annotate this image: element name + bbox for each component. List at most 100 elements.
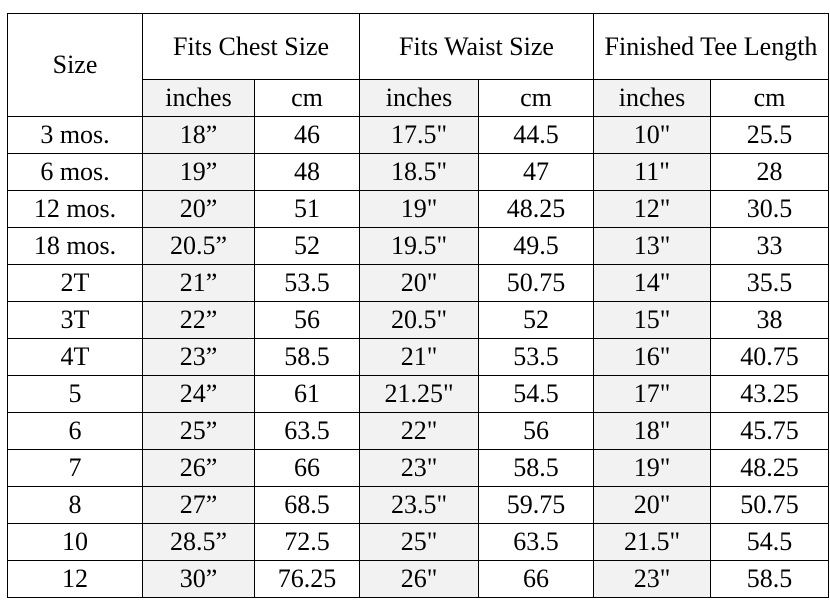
cell-chest-cm: 66 xyxy=(254,449,360,487)
subheader-waist-inches: inches xyxy=(359,79,479,117)
cell-length-inches: 20" xyxy=(593,486,711,524)
cell-chest-cm: 76.25 xyxy=(254,560,360,598)
cell-chest-inches: 20.5” xyxy=(142,227,255,265)
cell-chest-cm: 72.5 xyxy=(254,523,360,561)
cell-waist-cm: 58.5 xyxy=(478,449,594,487)
cell-chest-inches: 27” xyxy=(142,486,255,524)
cell-size: 8 xyxy=(7,486,143,524)
cell-waist-inches: 21.25" xyxy=(359,375,479,413)
cell-waist-inches: 26" xyxy=(359,560,479,598)
cell-length-inches: 12" xyxy=(593,190,711,228)
cell-waist-inches: 20" xyxy=(359,264,479,302)
cell-chest-inches: 28.5” xyxy=(142,523,255,561)
table-row: 10 28.5” 72.5 25" 63.5 21.5" 54.5 xyxy=(7,523,829,561)
cell-waist-cm: 59.75 xyxy=(478,486,594,524)
cell-size: 6 mos. xyxy=(7,153,143,191)
cell-waist-cm: 50.75 xyxy=(478,264,594,302)
cell-length-inches: 16" xyxy=(593,338,711,376)
table-row: 3 mos. 18” 46 17.5" 44.5 10" 25.5 xyxy=(7,116,829,154)
cell-length-inches: 17" xyxy=(593,375,711,413)
cell-waist-cm: 47 xyxy=(478,153,594,191)
cell-waist-cm: 66 xyxy=(478,560,594,598)
cell-length-cm: 54.5 xyxy=(710,523,829,561)
cell-chest-cm: 53.5 xyxy=(254,264,360,302)
cell-length-cm: 30.5 xyxy=(710,190,829,228)
cell-waist-inches: 18.5" xyxy=(359,153,479,191)
subheader-length-cm: cm xyxy=(710,79,829,117)
cell-waist-cm: 44.5 xyxy=(478,116,594,154)
table-row: 5 24” 61 21.25" 54.5 17" 43.25 xyxy=(7,375,829,413)
cell-waist-cm: 56 xyxy=(478,412,594,450)
cell-waist-inches: 23" xyxy=(359,449,479,487)
table-row: 12 30” 76.25 26" 66 23" 58.5 xyxy=(7,560,829,598)
cell-waist-inches: 23.5" xyxy=(359,486,479,524)
header-length: Finished Tee Length xyxy=(593,13,829,80)
cell-size: 3T xyxy=(7,301,143,339)
cell-chest-inches: 23” xyxy=(142,338,255,376)
size-chart-table: Size Fits Chest Size Fits Waist Size Fin… xyxy=(7,13,829,598)
cell-size: 2T xyxy=(7,264,143,302)
subheader-chest-cm: cm xyxy=(254,79,360,117)
cell-chest-cm: 56 xyxy=(254,301,360,339)
cell-chest-inches: 22” xyxy=(142,301,255,339)
cell-size: 6 xyxy=(7,412,143,450)
table-row: 12 mos. 20” 51 19" 48.25 12" 30.5 xyxy=(7,190,829,228)
cell-length-cm: 45.75 xyxy=(710,412,829,450)
header-waist: Fits Waist Size xyxy=(359,13,594,80)
table-body: 3 mos. 18” 46 17.5" 44.5 10" 25.5 6 mos. 19” 48 18… xyxy=(7,116,829,598)
cell-waist-cm: 54.5 xyxy=(478,375,594,413)
cell-length-inches: 18" xyxy=(593,412,711,450)
cell-length-cm: 38 xyxy=(710,301,829,339)
cell-length-inches: 11" xyxy=(593,153,711,191)
cell-length-cm: 33 xyxy=(710,227,829,265)
cell-length-inches: 15" xyxy=(593,301,711,339)
cell-length-cm: 35.5 xyxy=(710,264,829,302)
cell-waist-cm: 49.5 xyxy=(478,227,594,265)
table-row: 4T 23” 58.5 21" 53.5 16" 40.75 xyxy=(7,338,829,376)
cell-waist-cm: 53.5 xyxy=(478,338,594,376)
cell-waist-inches: 22" xyxy=(359,412,479,450)
header-chest: Fits Chest Size xyxy=(142,13,360,80)
cell-length-cm: 43.25 xyxy=(710,375,829,413)
cell-waist-inches: 21" xyxy=(359,338,479,376)
table-row: 18 mos. 20.5” 52 19.5" 49.5 13" 33 xyxy=(7,227,829,265)
cell-size: 10 xyxy=(7,523,143,561)
table-row: 6 25” 63.5 22" 56 18" 45.75 xyxy=(7,412,829,450)
subheader-chest-inches: inches xyxy=(142,79,255,117)
cell-chest-cm: 46 xyxy=(254,116,360,154)
cell-waist-inches: 19" xyxy=(359,190,479,228)
cell-length-cm: 28 xyxy=(710,153,829,191)
cell-size: 7 xyxy=(7,449,143,487)
cell-waist-inches: 25" xyxy=(359,523,479,561)
cell-chest-cm: 52 xyxy=(254,227,360,265)
cell-waist-inches: 20.5" xyxy=(359,301,479,339)
table-row: 3T 22” 56 20.5" 52 15" 38 xyxy=(7,301,829,339)
cell-length-cm: 48.25 xyxy=(710,449,829,487)
header-size: Size xyxy=(7,13,143,117)
cell-size: 4T xyxy=(7,338,143,376)
cell-chest-cm: 63.5 xyxy=(254,412,360,450)
cell-size: 12 mos. xyxy=(7,190,143,228)
cell-length-inches: 19" xyxy=(593,449,711,487)
subheader-length-inches: inches xyxy=(593,79,711,117)
cell-length-cm: 25.5 xyxy=(710,116,829,154)
cell-chest-inches: 30” xyxy=(142,560,255,598)
cell-length-cm: 58.5 xyxy=(710,560,829,598)
cell-waist-inches: 19.5" xyxy=(359,227,479,265)
cell-waist-cm: 52 xyxy=(478,301,594,339)
cell-chest-inches: 21” xyxy=(142,264,255,302)
cell-chest-cm: 68.5 xyxy=(254,486,360,524)
cell-waist-cm: 63.5 xyxy=(478,523,594,561)
cell-length-cm: 40.75 xyxy=(710,338,829,376)
cell-length-inches: 21.5" xyxy=(593,523,711,561)
cell-length-inches: 23" xyxy=(593,560,711,598)
table-row: 8 27” 68.5 23.5" 59.75 20" 50.75 xyxy=(7,486,829,524)
cell-chest-inches: 25” xyxy=(142,412,255,450)
cell-size: 18 mos. xyxy=(7,227,143,265)
cell-chest-inches: 20” xyxy=(142,190,255,228)
cell-size: 3 mos. xyxy=(7,116,143,154)
cell-chest-inches: 24” xyxy=(142,375,255,413)
cell-chest-inches: 19” xyxy=(142,153,255,191)
cell-chest-inches: 18” xyxy=(142,116,255,154)
cell-chest-cm: 58.5 xyxy=(254,338,360,376)
